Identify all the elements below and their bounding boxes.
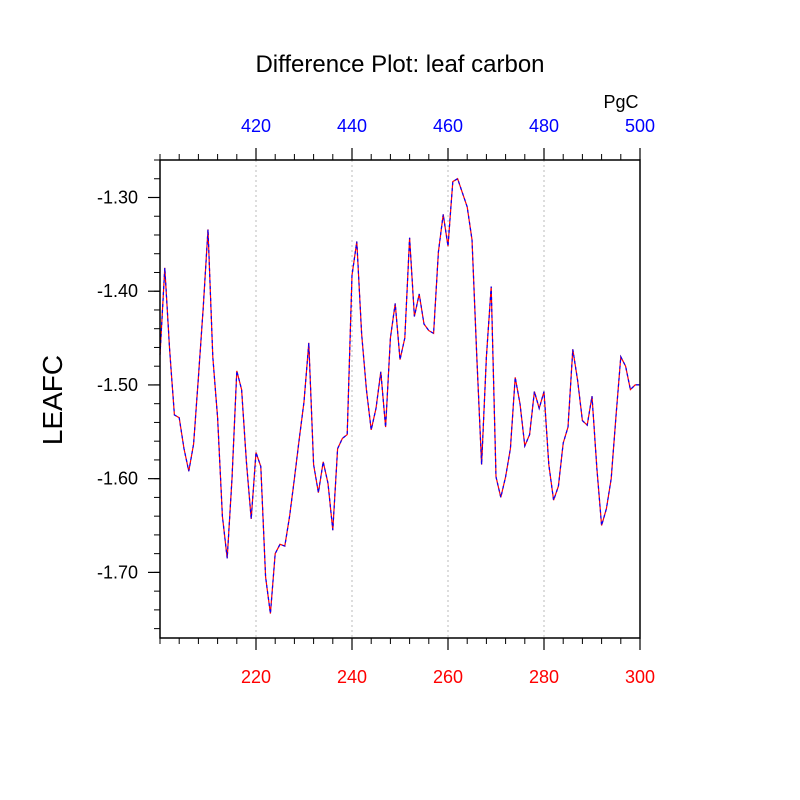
chart-title: Difference Plot: leaf carbon <box>255 51 544 78</box>
top-tick-label: 420 <box>241 116 271 136</box>
top-tick-label: 440 <box>337 116 367 136</box>
y-tick-label: -1.60 <box>97 469 138 489</box>
plot-frame <box>159 159 641 639</box>
series-group <box>159 177 640 614</box>
series-line-red <box>159 177 640 614</box>
grid-lines <box>255 160 545 638</box>
x-tick-label: 240 <box>337 667 367 687</box>
y-axis-label: LEAFC <box>37 355 68 445</box>
axis-ticks: 220 240 260 280 300 420 440 460 480 500 -1.30 -1.40… <box>97 116 655 687</box>
x-tick-label: 300 <box>625 667 655 687</box>
x-tick-label: 280 <box>529 667 559 687</box>
x-tick-label: 260 <box>433 667 463 687</box>
y-tick-label: -1.30 <box>97 187 138 207</box>
y-tick-label: -1.40 <box>97 281 138 301</box>
x-tick-label: 220 <box>241 667 271 687</box>
top-axis-unit: PgC <box>603 92 638 112</box>
series-line-blue <box>159 177 640 614</box>
y-tick-label: -1.50 <box>97 375 138 395</box>
top-tick-label: 480 <box>529 116 559 136</box>
y-tick-label: -1.70 <box>97 562 138 582</box>
top-tick-label: 460 <box>433 116 463 136</box>
top-tick-label: 500 <box>625 116 655 136</box>
